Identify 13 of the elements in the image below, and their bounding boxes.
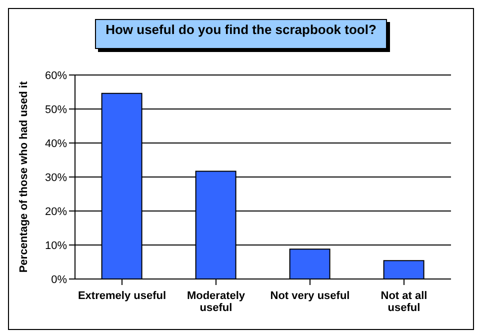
y-tick-label: 20% <box>44 206 68 218</box>
chart-title: How useful do you find the scrapbook tool? <box>94 19 388 49</box>
x-tick-label: Extremely useful <box>78 290 166 302</box>
x-tick-label: Not very useful <box>270 290 350 302</box>
y-tick-label: 60% <box>44 70 68 82</box>
y-tick-label: 0% <box>51 274 68 286</box>
y-tick-label: 40% <box>44 138 68 150</box>
x-tick-label: Moderately useful <box>186 290 246 314</box>
x-tick-label: Not at all useful <box>380 290 428 314</box>
y-axis-title: Percentage of those who had used it <box>18 81 30 273</box>
y-tick-label: 30% <box>44 172 68 184</box>
y-tick-label: 10% <box>44 240 68 252</box>
y-tick-label: 50% <box>44 104 68 116</box>
